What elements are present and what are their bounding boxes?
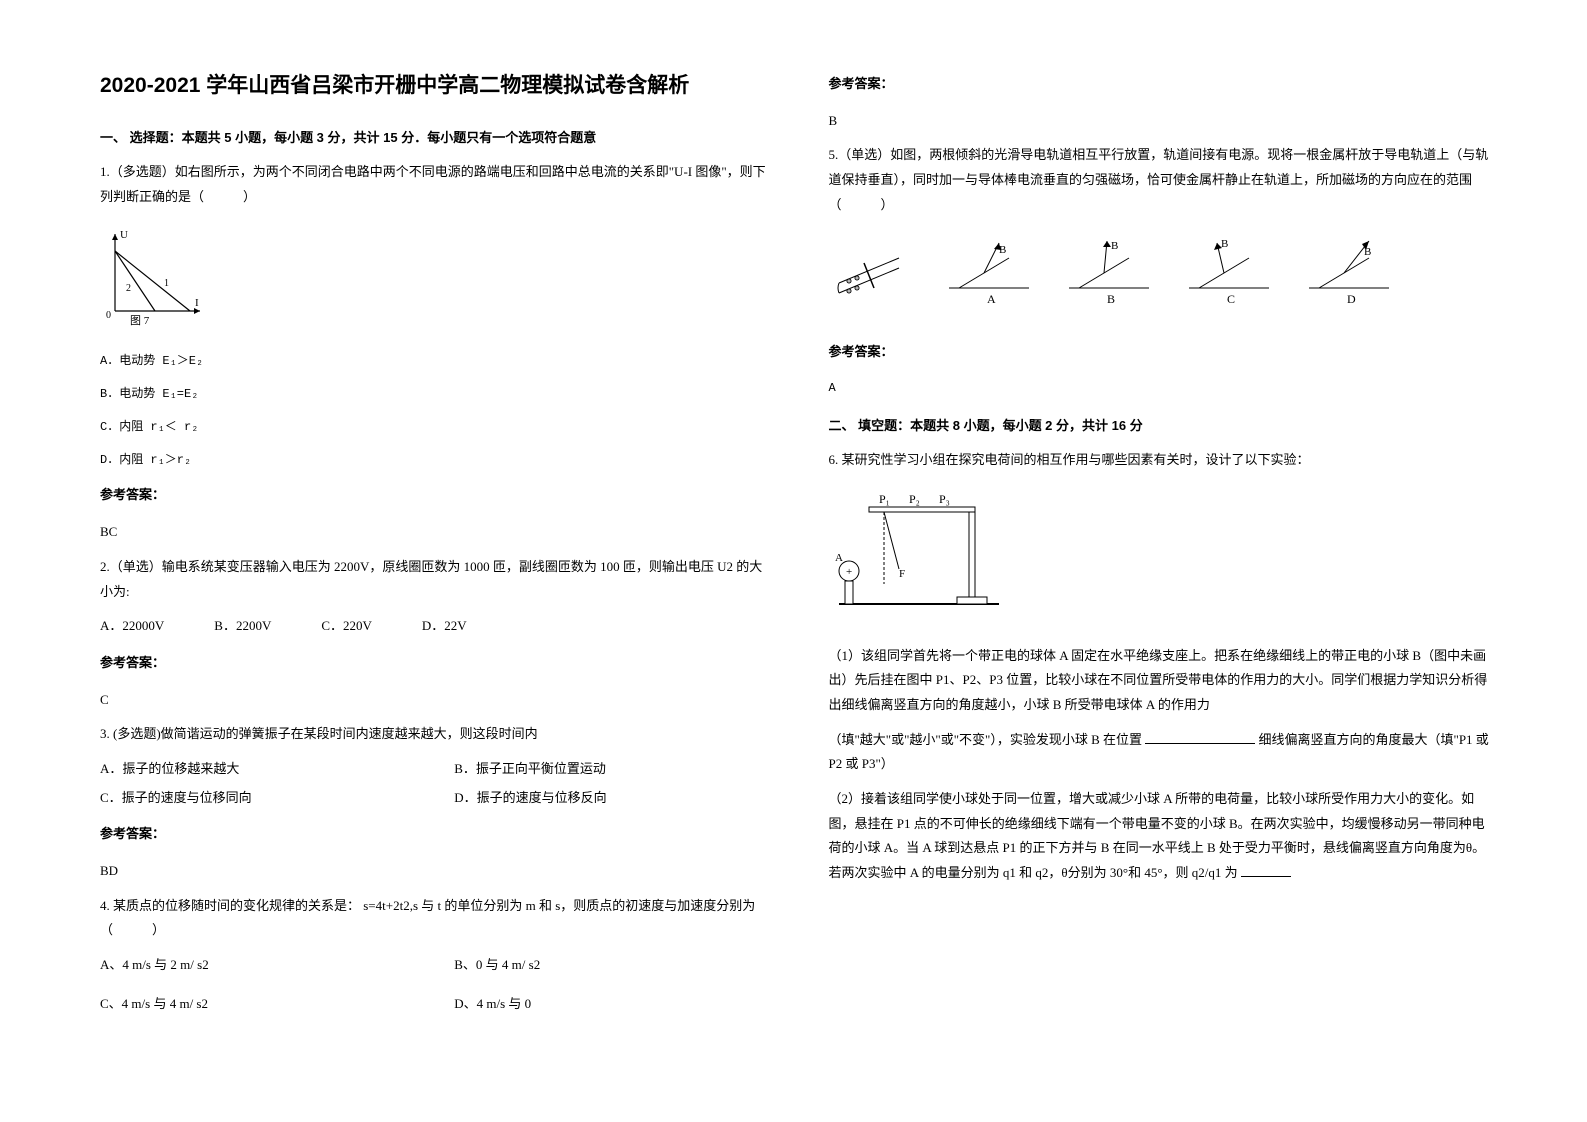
svg-text:B: B — [1221, 238, 1228, 250]
svg-text:D: D — [1347, 292, 1356, 306]
svg-text:A: A — [987, 292, 996, 306]
q2-opt-a: A．22000V — [100, 614, 164, 639]
svg-text:B: B — [999, 244, 1006, 256]
q4-opt-c: C、4 m/s 与 4 m/ s2 — [100, 992, 414, 1017]
q3-opt-d: D．振子的速度与位移反向 — [454, 786, 768, 811]
q1-opt-d: D．内阻 r₁＞r₂ — [100, 449, 769, 472]
section1-heading: 一、 选择题：本题共 5 小题，每小题 3 分，共计 15 分．每小题只有一个选… — [100, 126, 769, 151]
q4-opt-a: A、4 m/s 与 2 m/ s2 — [100, 953, 414, 978]
q1-opt-b: B．电动势 E₁=E₂ — [100, 383, 769, 406]
svg-text:1: 1 — [164, 278, 169, 289]
q6-stem: 6. 某研究性学习小组在探究电荷间的相互作用与哪些因素有关时，设计了以下实验： — [829, 448, 1498, 473]
q2-stem: 2.（单选）输电系统某变压器输入电压为 2200V，原线圈匝数为 1000 匝，… — [100, 555, 769, 604]
q3-stem: 3. (多选题)做简谐运动的弹簧振子在某段时间内速度越来越大，则这段时间内 — [100, 722, 769, 747]
q2-opt-d: D．22V — [422, 614, 467, 639]
q5-answer: A — [829, 377, 1498, 400]
q5-answer-label: 参考答案： — [829, 340, 1498, 365]
q4-stem: 4. 某质点的位移随时间的变化规律的关系是： s=4t+2t2,s 与 t 的单… — [100, 894, 769, 943]
q3-answer-label: 参考答案： — [100, 822, 769, 847]
q1-answer: BC — [100, 520, 769, 545]
q2-answer: C — [100, 688, 769, 713]
q1-stem: 1.（多选题）如右图所示，为两个不同闭合电路中两个不同电源的路端电压和回路中总电… — [100, 160, 769, 209]
q3-opt-c: C．振子的速度与位移同向 — [100, 786, 414, 811]
q2-options: A．22000V B．2200V C．220V D．22V — [100, 614, 769, 639]
blank-field[interactable] — [1145, 730, 1255, 744]
ui-graph-svg: 2 1 U I 0 图 7 — [100, 226, 210, 326]
svg-text:P₃: P₃ — [939, 492, 950, 506]
svg-text:图 7: 图 7 — [130, 314, 150, 326]
section2-heading: 二、 填空题：本题共 8 小题，每小题 2 分，共计 16 分 — [829, 414, 1498, 439]
q6-para2: （填"越大"或"越小"或"不变"），实验发现小球 B 在位置 细线偏离竖直方向的… — [829, 728, 1498, 777]
rails-diagram-svg: B A B B B C — [829, 233, 1389, 313]
q1-opt-c: C．内阻 r₁＜ r₂ — [100, 416, 769, 439]
svg-text:I: I — [195, 297, 199, 309]
q3-opt-a: A．振子的位移越来越大 — [100, 757, 414, 782]
right-column: 参考答案： B 5.（单选）如图，两根倾斜的光滑导电轨道相互平行放置，轨道间接有… — [829, 70, 1498, 1082]
svg-text:+: + — [846, 566, 852, 578]
q6-diagram: P₁ P₂ P₃ + A F — [829, 489, 1498, 628]
svg-text:F: F — [899, 568, 905, 580]
q1-answer-label: 参考答案： — [100, 483, 769, 508]
q3-options: A．振子的位移越来越大 B．振子正向平衡位置运动 C．振子的速度与位移同向 D．… — [100, 757, 769, 810]
q3-opt-b: B．振子正向平衡位置运动 — [454, 757, 768, 782]
svg-text:A: A — [835, 552, 843, 564]
q1-opt-a: A．电动势 E₁＞E₂ — [100, 350, 769, 373]
q1-graph: 2 1 U I 0 图 7 — [100, 226, 769, 335]
svg-text:B: B — [1107, 292, 1115, 306]
svg-text:B: B — [1111, 240, 1118, 252]
q4-answer: B — [829, 109, 1498, 134]
q2-answer-label: 参考答案： — [100, 651, 769, 676]
svg-text:U: U — [120, 229, 128, 241]
q2-opt-c: C．220V — [321, 614, 372, 639]
q6-para2-pre: （填"越大"或"越小"或"不变"），实验发现小球 B 在位置 — [829, 732, 1143, 747]
q6-para1: （1）该组同学首先将一个带正电的球体 A 固定在水平绝缘支座上。把系在绝缘细线上… — [829, 644, 1498, 718]
stand-diagram-svg: P₁ P₂ P₃ + A F — [829, 489, 1009, 619]
svg-text:C: C — [1227, 292, 1235, 306]
svg-text:0: 0 — [106, 310, 111, 321]
svg-text:2: 2 — [126, 283, 131, 294]
left-column: 2020-2021 学年山西省吕梁市开栅中学高二物理模拟试卷含解析 一、 选择题… — [100, 70, 769, 1082]
q3-answer: BD — [100, 859, 769, 884]
svg-text:B: B — [1364, 246, 1371, 258]
q5-diagram: B A B B B C — [829, 233, 1498, 322]
q4-opt-d: D、4 m/s 与 0 — [454, 992, 768, 1017]
q4-answer-label: 参考答案： — [829, 72, 1498, 97]
blank-field-2[interactable] — [1241, 863, 1291, 877]
svg-text:P₂: P₂ — [909, 492, 920, 506]
q4-opt-b: B、0 与 4 m/ s2 — [454, 953, 768, 978]
svg-text:P₁: P₁ — [879, 492, 890, 506]
page-title: 2020-2021 学年山西省吕梁市开栅中学高二物理模拟试卷含解析 — [100, 70, 769, 102]
q5-stem: 5.（单选）如图，两根倾斜的光滑导电轨道相互平行放置，轨道间接有电源。现将一根金… — [829, 143, 1498, 217]
q6-para3-text: （2）接着该组同学使小球处于同一位置，增大或减少小球 A 所带的电荷量，比较小球… — [829, 791, 1486, 880]
q6-para3: （2）接着该组同学使小球处于同一位置，增大或减少小球 A 所带的电荷量，比较小球… — [829, 787, 1498, 886]
q2-opt-b: B．2200V — [214, 614, 271, 639]
q4-options: A、4 m/s 与 2 m/ s2 B、0 与 4 m/ s2 C、4 m/s … — [100, 953, 769, 1016]
